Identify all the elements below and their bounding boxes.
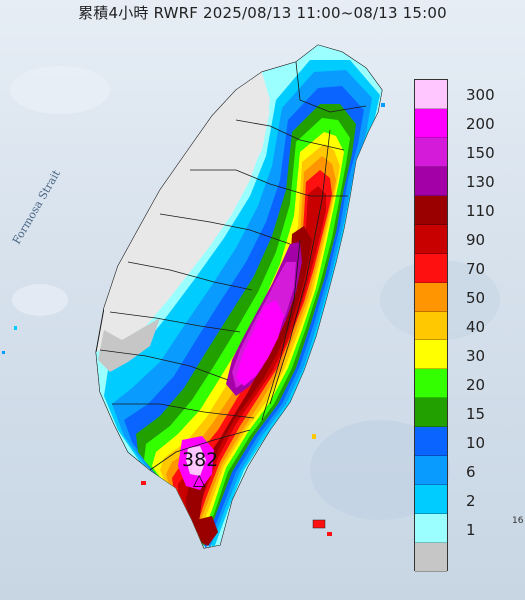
rainfall-layers [96, 45, 382, 548]
outlying-islands [2, 103, 385, 536]
county-boundaries [99, 61, 367, 471]
legend-label: 30 [466, 346, 486, 365]
legend-swatch [415, 398, 447, 428]
legend-swatch [415, 369, 447, 399]
legend-label: 150 [466, 144, 495, 163]
legend-swatch [415, 485, 447, 515]
legend-swatches [414, 79, 448, 572]
legend-swatch [415, 282, 447, 312]
legend-label: 15 [466, 404, 486, 423]
legend-swatch [415, 311, 447, 341]
legend-label: 110 [466, 202, 495, 221]
legend-label: 40 [466, 318, 486, 336]
legend-swatch [415, 195, 447, 225]
legend-swatch [415, 224, 447, 254]
legend-swatch [415, 166, 447, 196]
legend-swatch [415, 514, 447, 544]
legend-swatch [415, 253, 447, 283]
legend-label: 90 [466, 231, 486, 250]
corner-label: 16 [512, 516, 524, 526]
legend-label: 6 [466, 462, 476, 481]
legend-swatch [415, 137, 447, 167]
legend-swatch [415, 340, 447, 370]
legend-label: 2 [466, 491, 476, 510]
legend-swatch [415, 108, 447, 138]
legend-label: 130 [466, 173, 495, 192]
legend-label: 50 [466, 289, 486, 308]
map-title: 累積4小時 RWRF 2025/08/13 11:00~08/13 15:00 [78, 4, 447, 22]
legend-swatch [415, 456, 447, 486]
legend-swatch [415, 543, 447, 572]
rainfall-legend: 300 200 150 130 110 90 70 50 40 30 20 15 10 6 2 1 [414, 79, 514, 572]
legend-label: 70 [466, 260, 486, 279]
legend-label: 10 [466, 433, 486, 452]
max-rainfall-marker-icon: △ [193, 470, 206, 489]
legend-label: 1 [466, 520, 476, 539]
legend-label: 200 [466, 115, 495, 134]
legend-label: 20 [466, 375, 486, 394]
legend-label: 300 [466, 86, 495, 105]
legend-swatch [415, 427, 447, 457]
legend-swatch [415, 80, 447, 109]
max-rainfall-value: 382 [182, 449, 219, 471]
